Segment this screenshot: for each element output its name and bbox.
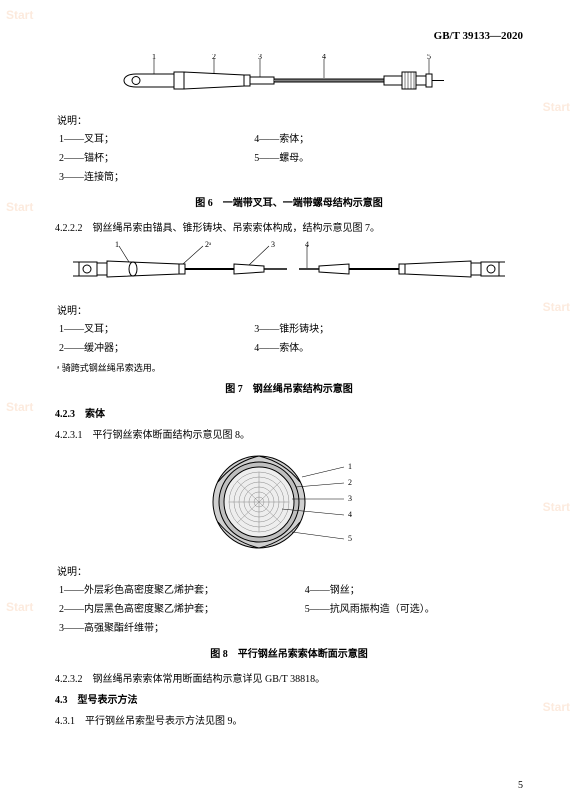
- legend-item: 2——缓冲器；: [59, 343, 124, 354]
- svg-text:1: 1: [115, 240, 119, 249]
- legend-item: 5——抗风雨振构造（可选）。: [305, 604, 435, 615]
- watermark: Start: [543, 700, 570, 714]
- svg-text:3: 3: [271, 240, 275, 249]
- figure-7-legend: 说明： 1——叉耳； 3——锥形铸块； 2——缓冲器； 4——索体。 ᵃ 骑跨式…: [57, 302, 523, 374]
- legend-item: 3——连接筒；: [59, 172, 124, 183]
- legend-item: 5——螺母。: [254, 153, 309, 164]
- section-4-3-1: 4.3.1 平行钢丝吊索型号表示方法见图 9。: [55, 712, 523, 727]
- svg-text:4: 4: [348, 510, 352, 519]
- legend-item: 4——索体。: [254, 343, 309, 354]
- legend-note: ᵃ 骑跨式钢丝绳吊索选用。: [57, 361, 523, 374]
- watermark: Start: [543, 300, 570, 314]
- svg-text:4: 4: [305, 240, 309, 249]
- watermark: Start: [6, 600, 33, 614]
- section-4-2-2-2: 4.2.2.2 钢丝绳吊索由锚具、锥形铸块、吊索索体构成，结构示意见图 7。: [55, 219, 523, 234]
- legend-item: 2——内层黑色高密度聚乙烯护套；: [59, 604, 214, 615]
- legend-title: 说明：: [57, 302, 523, 317]
- legend-item: 3——高强聚酯纤维带；: [59, 623, 164, 634]
- figure-6-legend: 说明： 1——叉耳； 4——索体； 2——锚杯； 5——螺母。 3——连接筒；: [57, 112, 523, 188]
- figure-8-legend: 说明： 1——外层彩色高密度聚乙烯护套； 4——钢丝； 2——内层黑色高密度聚乙…: [57, 563, 523, 639]
- svg-text:3: 3: [258, 54, 262, 61]
- svg-text:1: 1: [152, 54, 156, 61]
- svg-text:5: 5: [427, 54, 431, 61]
- legend-item: 1——外层彩色高密度聚乙烯护套；: [59, 585, 214, 596]
- svg-text:2ᵃ: 2ᵃ: [205, 240, 212, 249]
- watermark: Start: [6, 200, 33, 214]
- figure-7-drawing: 1 2ᵃ 3 4: [69, 240, 509, 296]
- legend-title: 说明：: [57, 563, 523, 578]
- section-4-2-3: 4.2.3 索体: [55, 405, 523, 420]
- section-4-3: 4.3 型号表示方法: [55, 691, 523, 706]
- figure-8-caption: 图 8 平行钢丝吊索索体断面示意图: [55, 645, 523, 660]
- legend-item: 2——锚杯；: [59, 153, 114, 164]
- figure-7-caption: 图 7 钢丝绳吊索结构示意图: [55, 380, 523, 395]
- page-number: 5: [518, 780, 523, 791]
- svg-text:5: 5: [348, 534, 352, 543]
- svg-text:2: 2: [212, 54, 216, 61]
- legend-item: 4——钢丝；: [305, 585, 360, 596]
- section-4-2-3-2: 4.2.3.2 钢丝绳吊索索体常用断面结构示意详见 GB/T 38818。: [55, 670, 523, 685]
- standard-id: GB/T 39133—2020: [55, 30, 523, 42]
- watermark: Start: [6, 400, 33, 414]
- legend-item: 4——索体；: [254, 134, 309, 145]
- svg-text:1: 1: [348, 462, 352, 471]
- watermark: Start: [6, 8, 33, 22]
- section-4-2-3-1: 4.2.3.1 平行钢丝索体断面结构示意见图 8。: [55, 426, 523, 441]
- svg-text:3: 3: [348, 494, 352, 503]
- figure-6-drawing: 1 2 3 4 5: [114, 54, 464, 106]
- legend-item: 1——叉耳；: [59, 324, 114, 335]
- legend-item: 3——锥形铸块；: [254, 324, 329, 335]
- legend-item: 1——叉耳；: [59, 134, 114, 145]
- figure-6-caption: 图 6 一端带叉耳、一端带螺母结构示意图: [55, 194, 523, 209]
- svg-text:2: 2: [348, 478, 352, 487]
- watermark: Start: [543, 500, 570, 514]
- svg-text:4: 4: [322, 54, 326, 61]
- figure-8-drawing: 1 2 3 4 5: [174, 447, 404, 557]
- watermark: Start: [543, 100, 570, 114]
- legend-title: 说明：: [57, 112, 523, 127]
